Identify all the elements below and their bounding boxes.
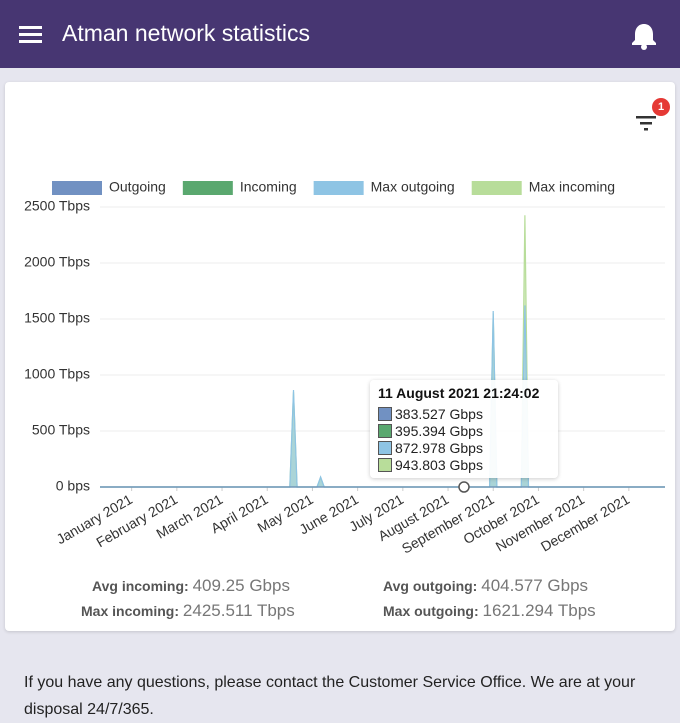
legend-swatch (313, 181, 364, 195)
stat-label: Avg outgoing: (383, 578, 478, 594)
tooltip-row: 943.803 Gbps (378, 457, 483, 473)
y-tick-label: 2500 Tbps (24, 198, 90, 214)
stat-label: Avg incoming: (92, 578, 189, 594)
chart-card (5, 82, 675, 631)
stat: Avg incoming: 409.25 Gbps (92, 576, 290, 596)
y-tick-label: 500 Tbps (32, 422, 90, 438)
stat-label: Max outgoing: (383, 603, 479, 619)
tooltip-row: 383.527 Gbps (378, 406, 483, 422)
legend-swatch (471, 181, 522, 195)
tooltip-row: 395.394 Gbps (378, 423, 483, 439)
y-tick-label: 1500 Tbps (24, 310, 90, 326)
app-bar: Atman network statistics (0, 0, 680, 68)
app-title: Atman network statistics (62, 20, 310, 46)
y-tick-label: 1000 Tbps (24, 366, 90, 382)
legend-swatch (52, 181, 102, 195)
stat: Max incoming: 2425.511 Tbps (81, 601, 295, 621)
stat-label: Max incoming: (81, 603, 180, 619)
legend-label: Outgoing (109, 179, 166, 195)
legend-label: Max incoming (529, 179, 615, 195)
tooltip-row: 872.978 Gbps (378, 440, 483, 456)
menu-button[interactable] (19, 26, 42, 43)
tooltip-value: 872.978 Gbps (395, 440, 483, 456)
tooltip-swatch (378, 441, 392, 455)
stat-value: 404.577 Gbps (481, 576, 589, 595)
notifications-button[interactable] (632, 24, 656, 50)
y-tick-label: 2000 Tbps (24, 254, 90, 270)
chart: 1 0 bps 500 Tbps 1000 Tbps 1500 Tbps 2000 Tb… (24, 98, 670, 557)
filter-button[interactable]: 1 (636, 98, 670, 131)
stat-value: 409.25 Gbps (192, 576, 290, 595)
tooltip-value: 383.527 Gbps (395, 406, 483, 422)
app-bar-icons (19, 24, 656, 50)
tooltip: 11 August 2021 21:24:02 383.527 Gbps 395.… (370, 380, 558, 478)
tooltip-value: 943.803 Gbps (395, 457, 483, 473)
footer-text: If you have any questions, please contac… (24, 674, 636, 718)
filter-badge: 1 (658, 101, 664, 113)
tooltip-value: 395.394 Gbps (395, 423, 483, 439)
tooltip-swatch (378, 458, 392, 472)
tooltip-swatch (378, 424, 392, 438)
tooltip-swatch (378, 407, 392, 421)
legend-label: Max outgoing (371, 179, 455, 195)
legend-swatch (182, 181, 233, 195)
legend-label: Incoming (240, 179, 297, 195)
stat: Avg outgoing: 404.577 Gbps (383, 576, 588, 596)
stat-value: 1621.294 Tbps (482, 601, 596, 620)
hover-point (458, 481, 470, 493)
stat-value: 2425.511 Tbps (182, 601, 295, 620)
y-tick-label: 0 bps (56, 478, 90, 494)
tooltip-title: 11 August 2021 21:24:02 (378, 385, 540, 401)
stat: Max outgoing: 1621.294 Tbps (383, 601, 596, 621)
